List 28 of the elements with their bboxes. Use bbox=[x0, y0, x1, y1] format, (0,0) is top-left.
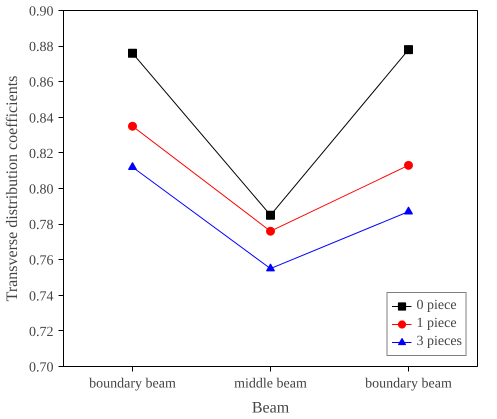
point bbox=[266, 226, 275, 236]
y-tick-label: 0.76 bbox=[29, 254, 54, 269]
point bbox=[266, 263, 275, 272]
y-tick-label: 0.88 bbox=[29, 40, 54, 56]
y-tick-label: 0.80 bbox=[29, 182, 54, 198]
point bbox=[404, 160, 413, 170]
y-tick-label: 0.70 bbox=[29, 360, 54, 376]
y-tick-label: 0.86 bbox=[29, 76, 54, 91]
point bbox=[128, 122, 137, 131]
x-tick-label: boundary beam bbox=[89, 376, 176, 392]
y-tick-label: 0.84 bbox=[29, 111, 54, 126]
point bbox=[128, 48, 137, 58]
point bbox=[404, 206, 413, 214]
y-axis-title: Transverse distribution coefficients bbox=[4, 76, 21, 302]
y-tick-label: 0.74 bbox=[29, 289, 54, 304]
point bbox=[266, 210, 275, 220]
x-axis-title: Beam bbox=[252, 400, 290, 416]
point bbox=[404, 45, 413, 54]
y-tick-label: 0.72 bbox=[29, 324, 54, 340]
x-tick-label: middle beam bbox=[234, 376, 307, 392]
y-tick-label: 0.78 bbox=[29, 218, 54, 234]
x-tick-label: boundary beam bbox=[365, 376, 452, 392]
legend-label: 1 piece bbox=[416, 315, 457, 333]
y-tick-label: 0.90 bbox=[29, 4, 54, 20]
legend-label: 0 piece bbox=[416, 297, 457, 315]
y-tick-label: 0.82 bbox=[29, 146, 54, 162]
legend-label: 3 pieces bbox=[416, 333, 462, 351]
point bbox=[128, 162, 137, 170]
